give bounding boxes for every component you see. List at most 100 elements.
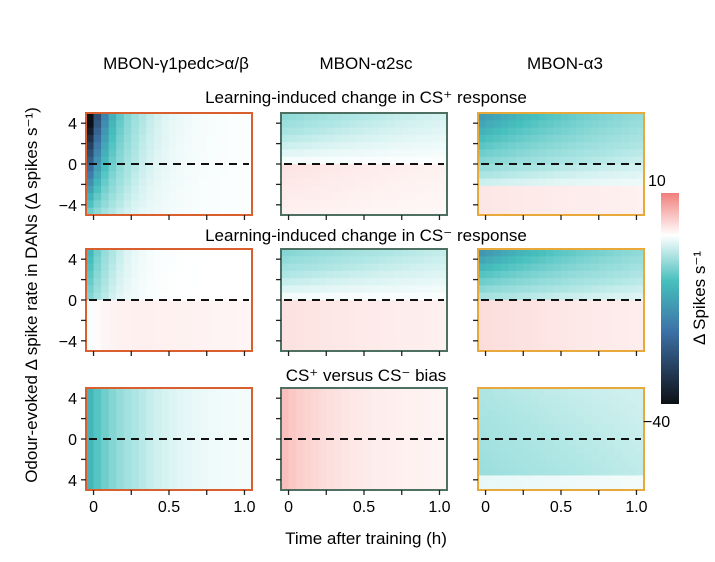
heatmap-cell (561, 200, 570, 209)
heatmap-cell (371, 134, 380, 143)
heatmap-cell (86, 417, 95, 426)
heatmap-cell (636, 402, 645, 411)
heatmap-cell (613, 460, 622, 469)
heatmap-cell (326, 207, 335, 216)
heatmap-cell (431, 388, 441, 396)
heatmap-cell (409, 314, 418, 323)
heatmap-cell (431, 207, 441, 216)
heatmap-cell (296, 113, 305, 121)
heatmap-cell (288, 424, 297, 433)
heatmap-cell (561, 321, 570, 330)
heatmap-cell (244, 475, 253, 484)
heatmap-cell (561, 468, 570, 477)
heatmap-cell (515, 482, 524, 491)
heatmap-cell (431, 134, 441, 143)
heatmap-cell (348, 402, 358, 411)
heatmap-cell (116, 307, 125, 316)
heatmap-cell (281, 249, 290, 257)
heatmap-cell (545, 142, 555, 151)
heatmap-cell (184, 475, 193, 484)
heatmap-cell (311, 417, 320, 426)
heatmap-cell (371, 149, 380, 158)
heatmap-cell (523, 156, 532, 165)
heatmap-cell (131, 446, 140, 455)
heatmap-cell (191, 417, 200, 426)
heatmap-cell (326, 127, 335, 136)
heatmap-cell (296, 402, 305, 411)
heatmap-cell (583, 113, 592, 121)
heatmap-cell (86, 149, 95, 158)
heatmap-cell (214, 388, 223, 396)
heatmap-cs-plus-a3 (473, 112, 645, 220)
heatmap-cell (123, 278, 132, 287)
heatmap-cell (199, 424, 208, 433)
heatmap-cell (628, 149, 638, 158)
heatmap-cell (326, 185, 335, 194)
heatmap-cell (221, 321, 230, 330)
heatmap-cell (296, 156, 305, 165)
heatmap-cell (424, 343, 433, 352)
heatmap-cell (221, 263, 230, 272)
heatmap-cell (93, 321, 102, 330)
heatmap-cell (591, 439, 600, 447)
heatmap-cell (214, 395, 223, 404)
heatmap-cell (348, 207, 358, 216)
heatmap-cell (108, 468, 117, 477)
heatmap-cell (206, 307, 215, 316)
heatmap-cell (401, 285, 410, 294)
heatmap-cell (500, 475, 509, 484)
heatmap-cell (591, 193, 600, 202)
heatmap-cell (138, 127, 147, 136)
heatmap-cell (356, 453, 365, 462)
heatmap-cell (199, 446, 208, 455)
heatmap-cell (191, 200, 200, 209)
heatmap-cell (199, 156, 208, 165)
heatmap-cell (591, 200, 600, 209)
heatmap-cell (311, 113, 320, 121)
heatmap-cell (364, 307, 373, 316)
heatmap-cell (318, 343, 327, 352)
heatmap-cell (424, 321, 433, 330)
heatmap-cell (628, 417, 638, 426)
heatmap-cell (386, 402, 395, 411)
heatmap-cell (214, 439, 223, 447)
heatmap-cell (236, 134, 246, 143)
heatmap-cell (221, 256, 230, 265)
heatmap-cell (500, 343, 509, 352)
heatmap-cell (184, 263, 193, 272)
heatmap-cell (214, 207, 223, 216)
heatmap-cell (341, 249, 350, 257)
heatmap-cell (379, 127, 388, 136)
heatmap-cell (161, 314, 170, 323)
heatmap-cell (500, 482, 509, 491)
heatmap-cell (598, 207, 607, 216)
heatmap-cell (364, 424, 373, 433)
heatmap-cell (591, 164, 600, 172)
heatmap-cell (131, 113, 140, 121)
heatmap-cell (236, 164, 246, 172)
heatmap-cell (439, 270, 448, 279)
heatmap-cell (176, 300, 185, 308)
heatmap-cell (131, 156, 140, 165)
heatmap-cell (508, 285, 517, 294)
heatmap-cell (244, 402, 253, 411)
heatmap-cell (371, 270, 380, 279)
heatmap-cell (138, 207, 147, 216)
heatmap-cell (478, 446, 487, 455)
heatmap-cell (199, 285, 208, 294)
heatmap-cell (523, 417, 532, 426)
heatmap-cell (348, 300, 358, 308)
heatmap-cell (101, 329, 110, 338)
heatmap-cell (485, 142, 494, 151)
heatmap-cell (508, 278, 517, 287)
heatmap-cell (636, 460, 645, 469)
heatmap-cell (553, 120, 562, 129)
heatmap-cell (131, 431, 140, 440)
heatmap-cell (636, 292, 645, 301)
heatmap-cell (379, 285, 388, 294)
heatmap-cell (394, 249, 403, 257)
heatmap-cell (333, 256, 342, 265)
heatmap-cell (206, 193, 215, 202)
heatmap-cell (288, 270, 297, 279)
heatmap-cell (199, 329, 208, 338)
